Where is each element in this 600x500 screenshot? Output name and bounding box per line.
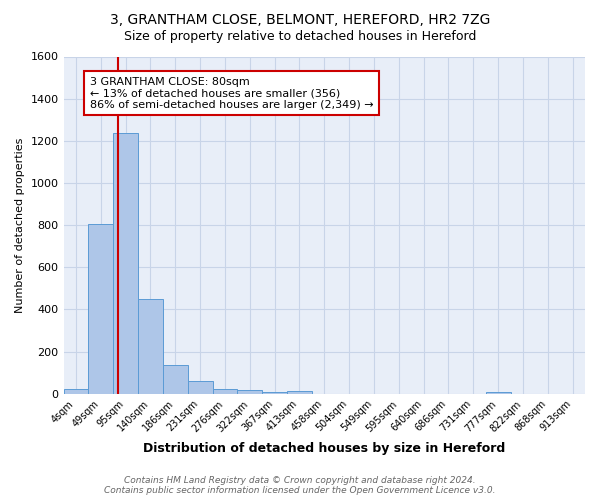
Bar (485, 392, 511, 394)
Bar (262, 392, 287, 394)
Bar (138, 299, 163, 394)
X-axis label: Distribution of detached houses by size in Hereford: Distribution of detached houses by size … (143, 442, 505, 455)
Bar (238, 390, 262, 394)
Bar (212, 388, 238, 394)
Y-axis label: Number of detached properties: Number of detached properties (15, 138, 25, 313)
Bar (88, 224, 113, 394)
Text: Contains HM Land Registry data © Crown copyright and database right 2024.
Contai: Contains HM Land Registry data © Crown c… (104, 476, 496, 495)
Bar (64, 388, 88, 394)
Bar (188, 381, 212, 394)
Text: 3, GRANTHAM CLOSE, BELMONT, HEREFORD, HR2 7ZG: 3, GRANTHAM CLOSE, BELMONT, HEREFORD, HR… (110, 12, 490, 26)
Bar (287, 390, 312, 394)
Bar (163, 366, 188, 394)
Text: 3 GRANTHAM CLOSE: 80sqm
← 13% of detached houses are smaller (356)
86% of semi-d: 3 GRANTHAM CLOSE: 80sqm ← 13% of detache… (89, 76, 373, 110)
Bar (113, 134, 138, 394)
Text: Size of property relative to detached houses in Hereford: Size of property relative to detached ho… (124, 30, 476, 43)
